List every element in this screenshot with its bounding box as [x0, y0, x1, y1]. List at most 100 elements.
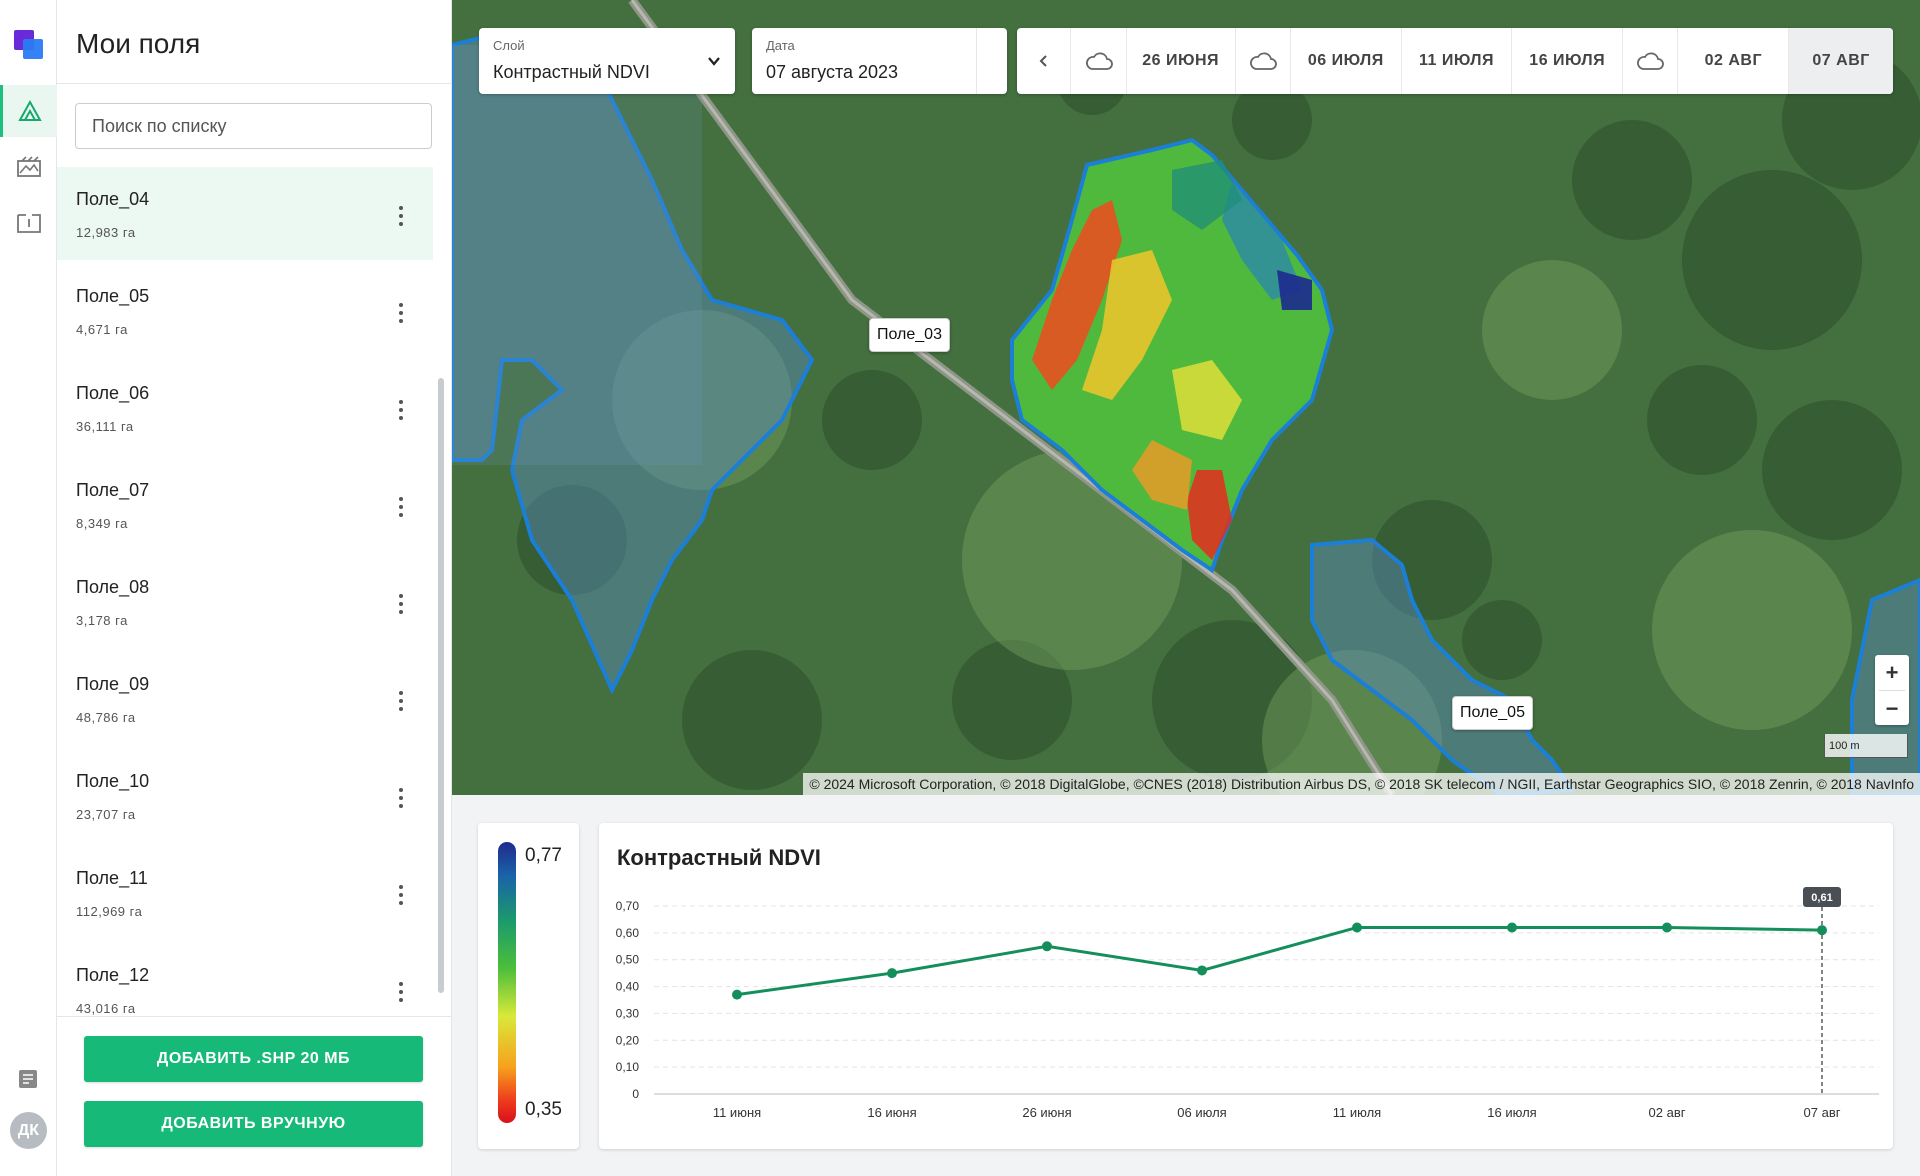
timeline-cloud-date[interactable] — [1071, 28, 1127, 94]
field-list-item[interactable]: Поле_10 23,707 га — [57, 749, 433, 842]
chevron-down-icon — [708, 57, 720, 66]
field-list: Поле_04 12,983 га Поле_05 4,671 га Поле_06 36… — [57, 167, 452, 1015]
field-name: Поле_12 — [76, 965, 150, 985]
fields-panel: Мои поля Поле_04 12,983 га Поле_05 4,671 га… — [57, 0, 452, 1176]
more-vertical-icon[interactable] — [390, 300, 412, 326]
map-book-icon — [16, 214, 41, 233]
field-area: 48,786 га — [76, 710, 136, 725]
data-point[interactable] — [1197, 965, 1207, 976]
data-point[interactable] — [887, 968, 897, 979]
map-scale: 100 m — [1824, 734, 1908, 758]
ndvi-field[interactable] — [1010, 137, 1335, 574]
field-area: 36,111 га — [76, 419, 134, 434]
data-point[interactable] — [1352, 922, 1362, 933]
x-tick-label: 26 июня — [1022, 1105, 1071, 1120]
more-vertical-icon[interactable] — [390, 979, 412, 1005]
layer-value: Контрастный NDVI — [493, 62, 650, 82]
more-vertical-icon[interactable] — [390, 397, 412, 423]
data-point[interactable] — [1507, 922, 1517, 933]
data-point[interactable] — [732, 989, 742, 1000]
timeline-cloud-date[interactable] — [1623, 28, 1679, 94]
panel-title: Мои поля — [76, 28, 201, 59]
user-avatar[interactable]: ДК — [10, 1112, 47, 1149]
timeline-cloud-date[interactable] — [1236, 28, 1291, 94]
zoom-controls: + − — [1875, 655, 1909, 725]
data-point[interactable] — [1042, 941, 1052, 952]
timeline-date[interactable]: 11 ИЮЛЯ — [1402, 28, 1513, 94]
field-list-item[interactable]: Поле_04 12,983 га — [57, 167, 433, 260]
x-tick-label: 07 авг — [1804, 1105, 1841, 1120]
tooltip-box — [1803, 887, 1841, 907]
timeline-date[interactable]: 07 АВГ — [1789, 28, 1893, 94]
more-vertical-icon[interactable] — [390, 688, 412, 714]
field-area: 3,178 га — [76, 613, 128, 628]
add-manual-button[interactable]: ДОБАВИТЬ ВРУЧНУЮ — [84, 1101, 423, 1147]
zoom-out-button[interactable]: − — [1875, 691, 1909, 726]
field-name: Поле_11 — [76, 868, 148, 888]
data-point[interactable] — [1817, 925, 1827, 936]
series-line — [736, 925, 1823, 997]
more-vertical-icon[interactable] — [390, 882, 412, 908]
ndvi-chart-card: Контрастный NDVI 0 0,10 0,20 0,30 0,40 0,50 0,… — [599, 823, 1893, 1149]
ndvi-legend: 0,77 0,35 — [478, 823, 579, 1149]
field-area: 23,707 га — [76, 807, 136, 822]
tooltip-value: 0,61 — [1811, 892, 1832, 904]
field-list-item[interactable]: Поле_06 36,111 га — [57, 361, 433, 454]
field-list-item[interactable]: Поле_05 4,671 га — [57, 264, 433, 357]
crops-icon — [16, 156, 41, 177]
map-label-field-05[interactable]: Поле_05 — [1452, 696, 1533, 730]
more-vertical-icon[interactable] — [390, 785, 412, 811]
y-tick-label: 0,70 — [616, 899, 640, 913]
field-list-item[interactable]: Поле_11 112,969 га — [57, 846, 433, 939]
chevron-left-icon — [1039, 55, 1047, 67]
more-vertical-icon[interactable] — [390, 203, 412, 229]
add-shp-button[interactable]: ДОБАВИТЬ .SHP 20 МБ — [84, 1036, 423, 1082]
field-list-item[interactable]: Поле_09 48,786 га — [57, 652, 433, 745]
field-name: Поле_08 — [76, 577, 150, 597]
y-tick-label: 0,50 — [616, 953, 640, 967]
nav-map-book[interactable] — [0, 197, 57, 249]
docs-button[interactable] — [14, 1065, 42, 1093]
timeline-prev-button[interactable] — [1017, 28, 1072, 94]
more-vertical-icon[interactable] — [390, 591, 412, 617]
y-tick-label: 0 — [632, 1087, 639, 1101]
search-input[interactable] — [75, 103, 432, 149]
y-tick-label: 0,20 — [616, 1033, 640, 1047]
field-name: Поле_10 — [76, 771, 150, 791]
y-tick-label: 0,10 — [616, 1060, 640, 1074]
data-point[interactable] — [1662, 922, 1672, 933]
y-tick-label: 0,40 — [616, 980, 640, 994]
title-divider — [57, 83, 452, 84]
x-tick-label: 16 июня — [867, 1105, 916, 1120]
cloud-icon — [1637, 52, 1665, 70]
x-tick-label: 11 июня — [713, 1105, 761, 1120]
timeline-date[interactable]: 16 ИЮЛЯ — [1512, 28, 1624, 94]
timeline-date[interactable]: 06 ИЮЛЯ — [1291, 28, 1402, 94]
y-tick-label: 0,60 — [616, 926, 640, 940]
field-name: Поле_09 — [76, 674, 150, 694]
nav-fields[interactable] — [0, 85, 57, 137]
list-scrollbar[interactable] — [438, 378, 444, 993]
satellite-map[interactable]: + − 100 m © 2024 Microsoft Corporation, … — [452, 0, 1920, 795]
legend-max: 0,77 — [525, 845, 562, 866]
field-list-item[interactable]: Поле_12 43,016 га — [57, 943, 433, 1015]
timeline-date[interactable]: 26 ИЮНЯ — [1127, 28, 1236, 94]
field-list-item[interactable]: Поле_08 3,178 га — [57, 555, 433, 648]
field-name: Поле_07 — [76, 480, 150, 500]
date-field[interactable]: Дата 07 августа 2023 — [752, 28, 1007, 94]
field-area: 8,349 га — [76, 516, 128, 531]
map-label-field-03[interactable]: Поле_03 — [869, 318, 950, 352]
field-list-item[interactable]: Поле_07 8,349 га — [57, 458, 433, 551]
more-vertical-icon[interactable] — [390, 494, 412, 520]
field-name: Поле_04 — [76, 189, 150, 209]
nav-crops[interactable] — [0, 141, 57, 193]
ndvi-chart[interactable]: 0 0,10 0,20 0,30 0,40 0,50 0,60 0,70 11 июня 16 и… — [599, 823, 1893, 1149]
timeline-date[interactable]: 02 АВГ — [1678, 28, 1790, 94]
layer-select[interactable]: Слой Контрастный NDVI — [479, 28, 735, 94]
x-tick-label: 16 июля — [1487, 1105, 1536, 1120]
app-logo[interactable] — [14, 30, 44, 60]
legend-min: 0,35 — [525, 1099, 562, 1120]
x-tick-label: 06 июля — [1177, 1105, 1226, 1120]
zoom-in-button[interactable]: + — [1875, 655, 1909, 690]
date-value: 07 августа 2023 — [766, 62, 899, 82]
